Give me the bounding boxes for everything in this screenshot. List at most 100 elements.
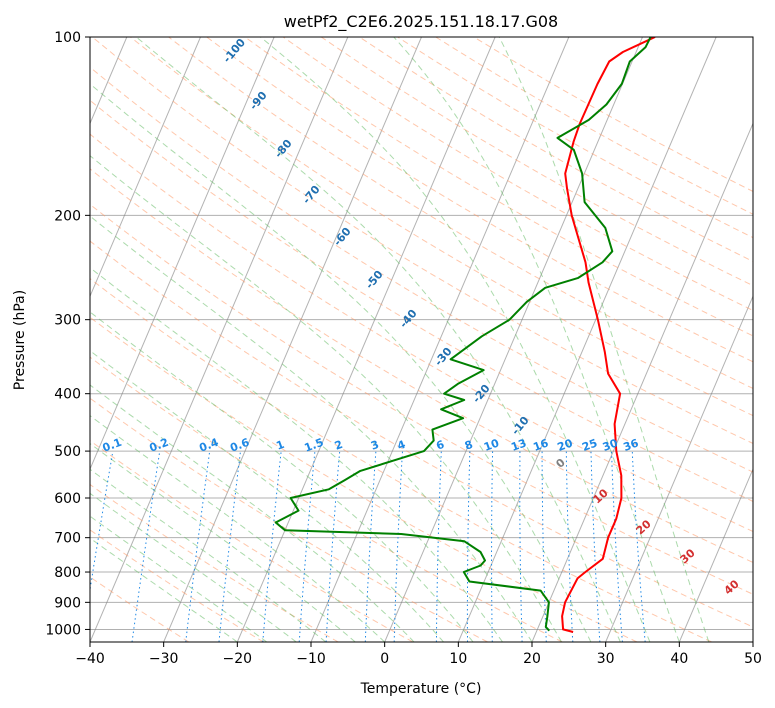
moist-adiabat-line [90, 350, 444, 642]
mixing-ratio-line [631, 451, 646, 642]
x-tick-label: 0 [380, 651, 389, 667]
isotherm-line [90, 37, 275, 471]
mixing-ratio-label: 6 [434, 438, 446, 453]
moist-adiabat-line [90, 155, 562, 642]
dry-adiabat-line [91, 37, 753, 445]
y-tick-label: 800 [54, 565, 81, 581]
mixing-ratio-label: 36 [622, 436, 641, 454]
mixing-ratio-label: 30 [601, 436, 620, 454]
sounding-series [274, 37, 656, 633]
mixing-ratio-line [491, 451, 494, 642]
y-tick-label: 900 [54, 595, 81, 611]
dry-adiabat-line [90, 278, 712, 642]
isotherm-line [163, 37, 422, 642]
mixing-ratio-line [611, 451, 623, 642]
x-axis-label: Temperature (°C) [360, 681, 482, 697]
chart-title: wetPf2_C2E6.2025.151.18.17.G08 [284, 12, 558, 32]
temperature-line [561, 37, 656, 633]
mixing-ratio-line [218, 451, 241, 642]
mixing-ratio-label: 2 [333, 438, 345, 453]
mixing-ratio-label: 8 [463, 438, 475, 453]
mixing-ratio-line [590, 451, 601, 642]
mixing-ratio-label: 0.6 [228, 436, 251, 455]
mixing-ratio-label: 10 [482, 436, 501, 454]
dry-adiabat-line [90, 240, 753, 628]
mixing-ratio-label: 13 [509, 437, 528, 454]
y-tick-label: 500 [54, 444, 81, 460]
dry-adiabat-line [90, 316, 638, 642]
mixing-ratio-label: 20 [556, 436, 575, 454]
moist-adiabat-line [90, 215, 533, 642]
moist-adiabat-line [90, 515, 268, 642]
mixing-ratio-label: 0.4 [197, 436, 220, 455]
moist-adiabat-line [393, 37, 680, 642]
x-tick-label: 20 [523, 651, 541, 667]
mixing-ratio-line [90, 451, 114, 593]
dry-adiabat-line [90, 483, 339, 642]
moist-adiabat-line [90, 468, 327, 642]
moist-adiabat-line [90, 267, 503, 642]
dry-adiabat-line [130, 37, 753, 417]
dry-adiabat-line [244, 37, 753, 337]
mixing-ratio-label: 1 [274, 438, 286, 453]
isotherm-line [457, 37, 717, 642]
moist-adiabat-line [90, 384, 415, 642]
x-tick-label: 40 [670, 651, 688, 667]
mixing-ratio-label: 0.1 [101, 436, 124, 455]
mixing-ratio-line [262, 451, 282, 642]
y-tick-label: 200 [54, 208, 81, 224]
dry-adiabat-line [90, 203, 753, 595]
mixing-ratio-label: 4 [396, 438, 408, 453]
mixing-ratio-line [393, 451, 403, 642]
moist-adiabat-line [90, 537, 238, 642]
moist-adiabat-line [260, 37, 651, 642]
x-tick-label: 30 [597, 651, 615, 667]
moist-adiabat-line [90, 415, 386, 642]
x-tick-label: −10 [296, 651, 326, 667]
mixing-ratio-label: 16 [531, 436, 550, 454]
mixing-ratio-line [466, 451, 471, 642]
dry-adiabat-line [282, 37, 753, 312]
x-tick-label: 10 [449, 651, 467, 667]
background-lines [90, 37, 753, 642]
x-tick-label: −30 [149, 651, 179, 667]
isotherm-line [236, 37, 496, 642]
mixing-ratio-line [519, 451, 523, 642]
moist-adiabat-line [498, 37, 710, 642]
mixing-ratio-line [435, 451, 442, 642]
mixing-ratio-line [131, 451, 161, 642]
mixing-ratio-line [298, 451, 316, 642]
moist-adiabat-line [135, 37, 621, 642]
mixing-ratio-label: 1.5 [303, 436, 326, 455]
y-tick-label: 100 [54, 30, 81, 46]
moist-adiabat-line [90, 492, 297, 642]
y-tick-label: 700 [54, 531, 81, 547]
isotherm-line [90, 37, 349, 642]
mixing-ratio-line [325, 451, 341, 642]
moist-adiabat-line [90, 311, 474, 642]
mixing-ratio-line [565, 451, 574, 642]
mixing-ratio-line [364, 451, 377, 642]
mixing-ratio-line [185, 451, 211, 642]
isotherm-line [678, 467, 753, 642]
x-tick-label: −20 [223, 651, 253, 667]
y-axis-label: Pressure (hPa) [12, 290, 28, 390]
dewpoint-line [274, 37, 652, 632]
plot-frame [89, 36, 754, 643]
dry-adiabat-line [90, 168, 753, 563]
isotherm-line [384, 37, 643, 642]
y-tick-label: 600 [54, 491, 81, 507]
y-tick-label: 300 [54, 313, 81, 329]
mixing-ratio-label: 25 [580, 437, 599, 454]
isotherm-line [90, 37, 201, 298]
y-tick-label: 400 [54, 387, 81, 403]
mixing-ratio-label: 0.2 [148, 436, 171, 455]
y-tick-label: 1000 [45, 622, 81, 638]
isotherm-line [605, 295, 753, 642]
mixing-ratio-label: 3 [369, 438, 381, 453]
dry-adiabat-line [90, 356, 563, 642]
axis-ticks: −40 −30 −20 −10 0 10 20 30 40 5010020030040050060… [45, 30, 762, 667]
x-tick-label: 50 [744, 651, 762, 667]
mixing-ratio-line [541, 451, 547, 642]
